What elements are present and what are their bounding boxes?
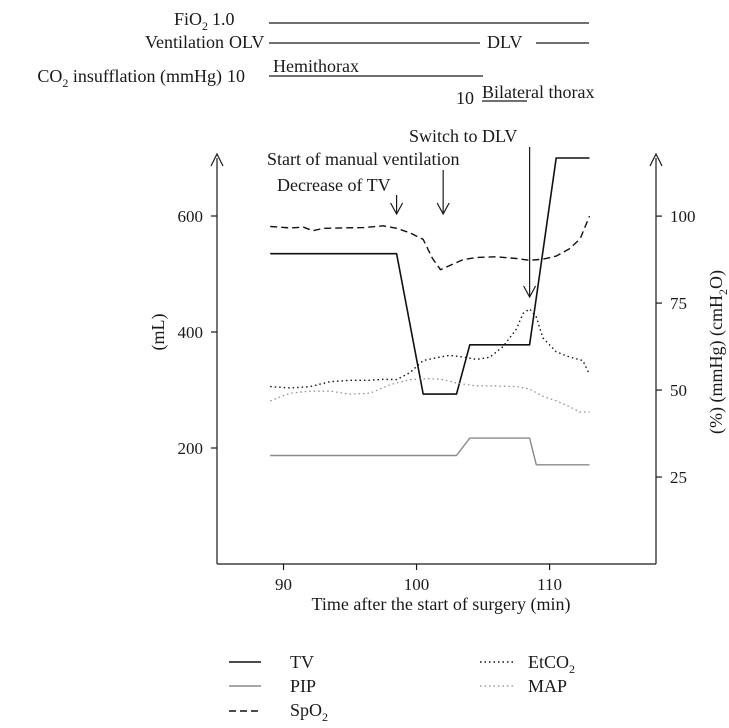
fio2-value: 1.0 xyxy=(212,9,235,29)
series-map xyxy=(269,378,590,413)
left-tick-label-200: 200 xyxy=(178,439,204,458)
legend-label-spo2: SpO2 xyxy=(290,700,328,724)
x-tick-label-110: 110 xyxy=(537,575,562,594)
legend-label-map: MAP xyxy=(528,676,567,696)
fio2-label: FiO2 xyxy=(174,9,208,33)
ventilation-olv: OLV xyxy=(229,32,264,52)
annotation-decrease-tv: Decrease of TV xyxy=(277,175,391,195)
x-tick-label-90: 90 xyxy=(275,575,292,594)
co2-site-hemithorax: Hemithorax xyxy=(273,56,359,76)
series-spo2 xyxy=(270,215,591,271)
annotations: Switch to DLV Start of manual ventilatio… xyxy=(267,126,537,299)
left-axis-arrowhead xyxy=(210,152,224,167)
annotation-arrow-head-2 xyxy=(523,285,537,299)
x-tick-label-100: 100 xyxy=(404,575,430,594)
tick-marks: 90 100 110 200 400 600 25 50 75 100 xyxy=(178,207,696,594)
right-tick-label-75: 75 xyxy=(670,294,687,313)
legend: TV PIP SpO2 EtCO2 MAP xyxy=(229,652,575,724)
protocol-header: FiO2 1.0 Ventilation OLV DLV CO2 insuffl… xyxy=(37,9,594,108)
co2-value-hemithorax: 10 xyxy=(227,66,245,86)
ventilation-label: Ventilation xyxy=(145,32,224,52)
right-axis-arrowhead xyxy=(649,152,663,167)
co2-insufflation-label: CO2 insufflation (mmHg) xyxy=(37,66,222,90)
legend-label-pip: PIP xyxy=(290,676,316,696)
co2-value-bilateral: 10 xyxy=(456,88,474,108)
legend-label-tv: TV xyxy=(290,652,314,672)
annotation-switch-dlv: Switch to DLV xyxy=(409,126,517,146)
axes: 90 100 110 200 400 600 25 50 75 100 xyxy=(178,152,696,594)
ventilation-dlv: DLV xyxy=(487,32,522,52)
annotation-arrow-head-0 xyxy=(390,202,404,216)
right-tick-label-50: 50 xyxy=(670,381,687,400)
annotation-manual-ventilation: Start of manual ventilation xyxy=(267,149,459,169)
series-pip xyxy=(270,437,590,466)
series-etco2 xyxy=(270,308,591,389)
legend-label-etco2: EtCO2 xyxy=(528,652,575,676)
x-axis-label: Time after the start of surgery (min) xyxy=(312,594,571,615)
left-tick-label-400: 400 xyxy=(178,323,204,342)
co2-site-bilateral: Bilateral thorax xyxy=(482,82,594,102)
annotation-arrows xyxy=(390,147,537,299)
right-tick-label-25: 25 xyxy=(670,468,687,487)
series-tv xyxy=(270,157,590,395)
right-y-axis-label: (%) (mmHg) (cmH2O) xyxy=(706,270,729,434)
left-y-axis-label: (mL) xyxy=(148,314,169,351)
series-layer xyxy=(269,157,591,466)
left-tick-label-600: 600 xyxy=(178,207,204,226)
right-tick-label-100: 100 xyxy=(670,207,696,226)
annotation-arrow-head-1 xyxy=(436,202,450,216)
